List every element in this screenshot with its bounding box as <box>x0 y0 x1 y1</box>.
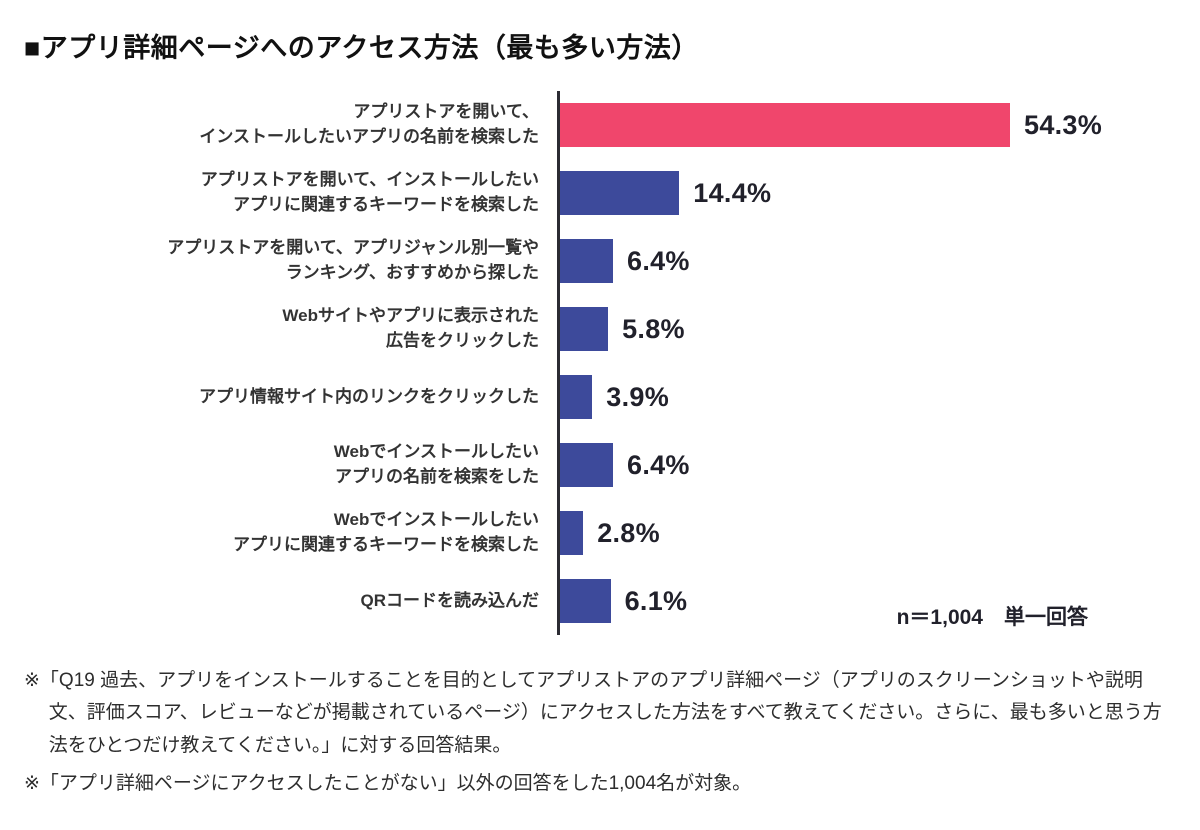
sample-size-note: n＝1,004 単一回答 <box>896 606 1088 629</box>
category-label: アプリストアを開いて、アプリジャンル別一覧や ランキング、おすすめから探した <box>167 238 539 282</box>
bar <box>560 579 611 623</box>
value-label: 14.4% <box>693 177 772 208</box>
page-title: ■アプリ詳細ページへのアクセス方法（最も多い方法） <box>24 33 699 63</box>
footnote-question: ※「Q19 過去、アプリをインストールすることを目的としてアプリストアのアプリ詳… <box>24 670 1162 756</box>
value-label: 5.8% <box>622 313 685 344</box>
chart-rows: アプリストアを開いて、 インストールしたいアプリの名前を検索した 54.3% アプリ… <box>24 91 1176 635</box>
bar-zone: 6.4% <box>557 239 1176 283</box>
value-label: 6.4% <box>627 245 690 276</box>
chart-row: Webでインストールしたい アプリに関連するキーワードを検索した 2.8% <box>24 499 1176 567</box>
bar-chart: アプリストアを開いて、 インストールしたいアプリの名前を検索した 54.3% アプリ… <box>24 91 1176 635</box>
value-label: 6.4% <box>627 449 690 480</box>
bar-zone: 3.9% <box>557 375 1176 419</box>
bar <box>560 171 680 215</box>
chart-row: アプリストアを開いて、アプリジャンル別一覧や ランキング、おすすめから探した 6.… <box>24 227 1176 295</box>
page: ■アプリ詳細ページへのアクセス方法（最も多い方法） アプリストアを開いて、 イン… <box>24 33 1176 800</box>
bar-zone: 6.1% <box>557 579 1176 623</box>
footnote-target: ※「アプリ詳細ページにアクセスしたことがない」以外の回答をした1,004名が対象… <box>24 772 752 794</box>
bar <box>560 443 613 487</box>
chart-row: アプリストアを開いて、 インストールしたいアプリの名前を検索した 54.3% <box>24 91 1176 159</box>
bar <box>560 103 1010 147</box>
bar-zone: 2.8% <box>557 511 1176 555</box>
category-label: QRコードを読み込んだ <box>360 590 540 610</box>
bar <box>560 239 613 283</box>
chart-row: Webサイトやアプリに表示された 広告をクリックした 5.8% <box>24 295 1176 363</box>
bar-zone: 14.4% <box>557 171 1176 215</box>
category-label: Webサイトやアプリに表示された 広告をクリックした <box>282 306 539 350</box>
category-label: Webでインストールしたい アプリに関連するキーワードを検索した <box>233 510 539 554</box>
value-label: 54.3% <box>1024 109 1103 140</box>
category-label: アプリストアを開いて、インストールしたい アプリに関連するキーワードを検索した <box>200 170 539 214</box>
category-label: アプリ情報サイト内のリンクをクリックした <box>199 386 539 406</box>
category-label: アプリストアを開いて、 インストールしたいアプリの名前を検索した <box>199 102 539 146</box>
chart-row: アプリストアを開いて、インストールしたい アプリに関連するキーワードを検索した 1… <box>24 159 1176 227</box>
bar-zone: 5.8% <box>557 307 1176 351</box>
bar <box>560 511 584 555</box>
footnotes: ※「Q19 過去、アプリをインストールすることを目的としてアプリストアのアプリ詳… <box>24 665 1172 800</box>
category-label: Webでインストールしたい アプリの名前を検索をした <box>333 442 539 486</box>
bar-zone: 54.3% <box>557 103 1176 147</box>
bar <box>560 307 609 351</box>
value-label: 2.8% <box>597 517 660 548</box>
value-label: 6.1% <box>624 585 688 616</box>
bar <box>560 375 593 419</box>
chart-row: Webでインストールしたい アプリの名前を検索をした 6.4% <box>24 431 1176 499</box>
chart-row: アプリ情報サイト内のリンクをクリックした 3.9% <box>24 363 1176 431</box>
chart-row: QRコードを読み込んだ 6.1% <box>24 567 1176 635</box>
value-label: 3.9% <box>606 381 670 412</box>
y-axis-line <box>557 91 560 635</box>
bar-zone: 6.4% <box>557 443 1176 487</box>
